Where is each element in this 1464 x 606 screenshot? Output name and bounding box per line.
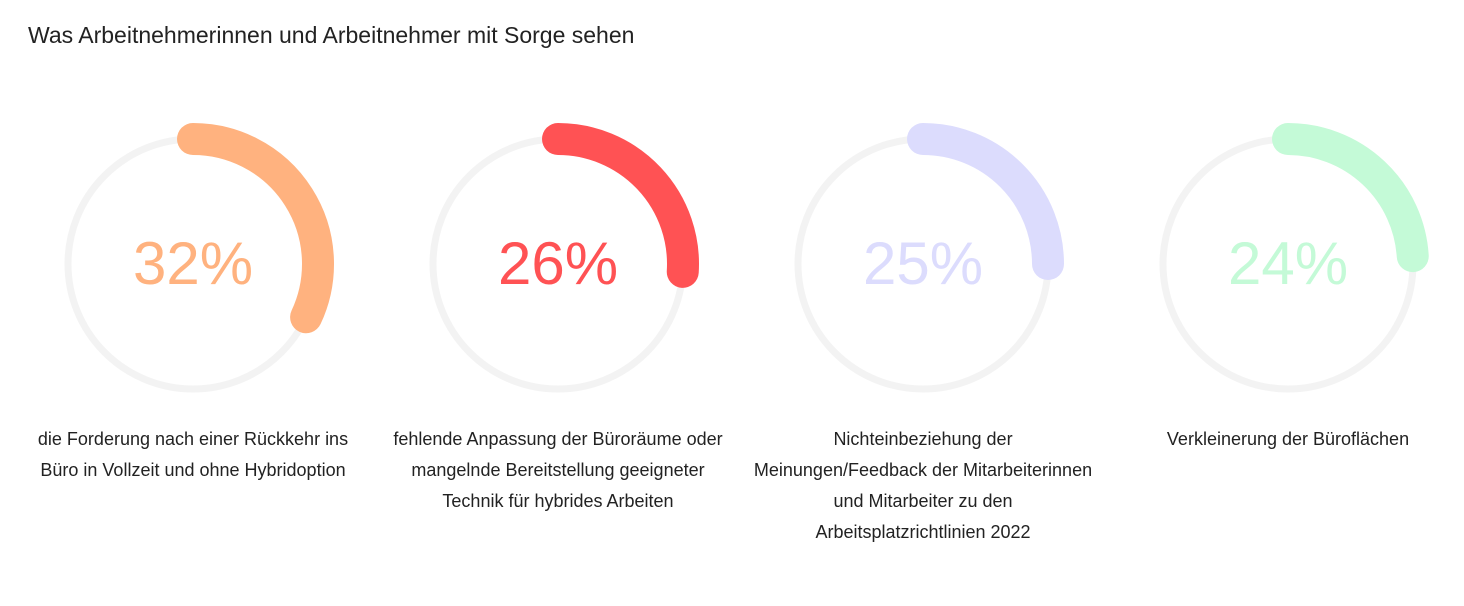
donut-value-label: 24% bbox=[1228, 230, 1348, 297]
donut-arc bbox=[907, 123, 1064, 280]
donut-arc bbox=[177, 123, 334, 334]
chart-title: Was Arbeitnehmerinnen und Arbeitnehmer m… bbox=[28, 22, 635, 48]
donut-value-label: 26% bbox=[498, 230, 618, 297]
donut-label: die Forderung nach einer Rückkehr ins Bü… bbox=[37, 429, 349, 480]
donut-label: Verkleinerung der Büroflächen bbox=[1166, 429, 1410, 449]
donut-label: Nichteinbeziehung der Meinungen/Feedback… bbox=[753, 429, 1093, 542]
donut-arc bbox=[1272, 123, 1429, 273]
donut-value-label: 25% bbox=[863, 230, 983, 297]
donut-label: fehlende Anpassung der Büroräume oder ma… bbox=[393, 429, 723, 511]
donut-arc bbox=[542, 123, 699, 288]
donut-value-label: 32% bbox=[133, 230, 253, 297]
